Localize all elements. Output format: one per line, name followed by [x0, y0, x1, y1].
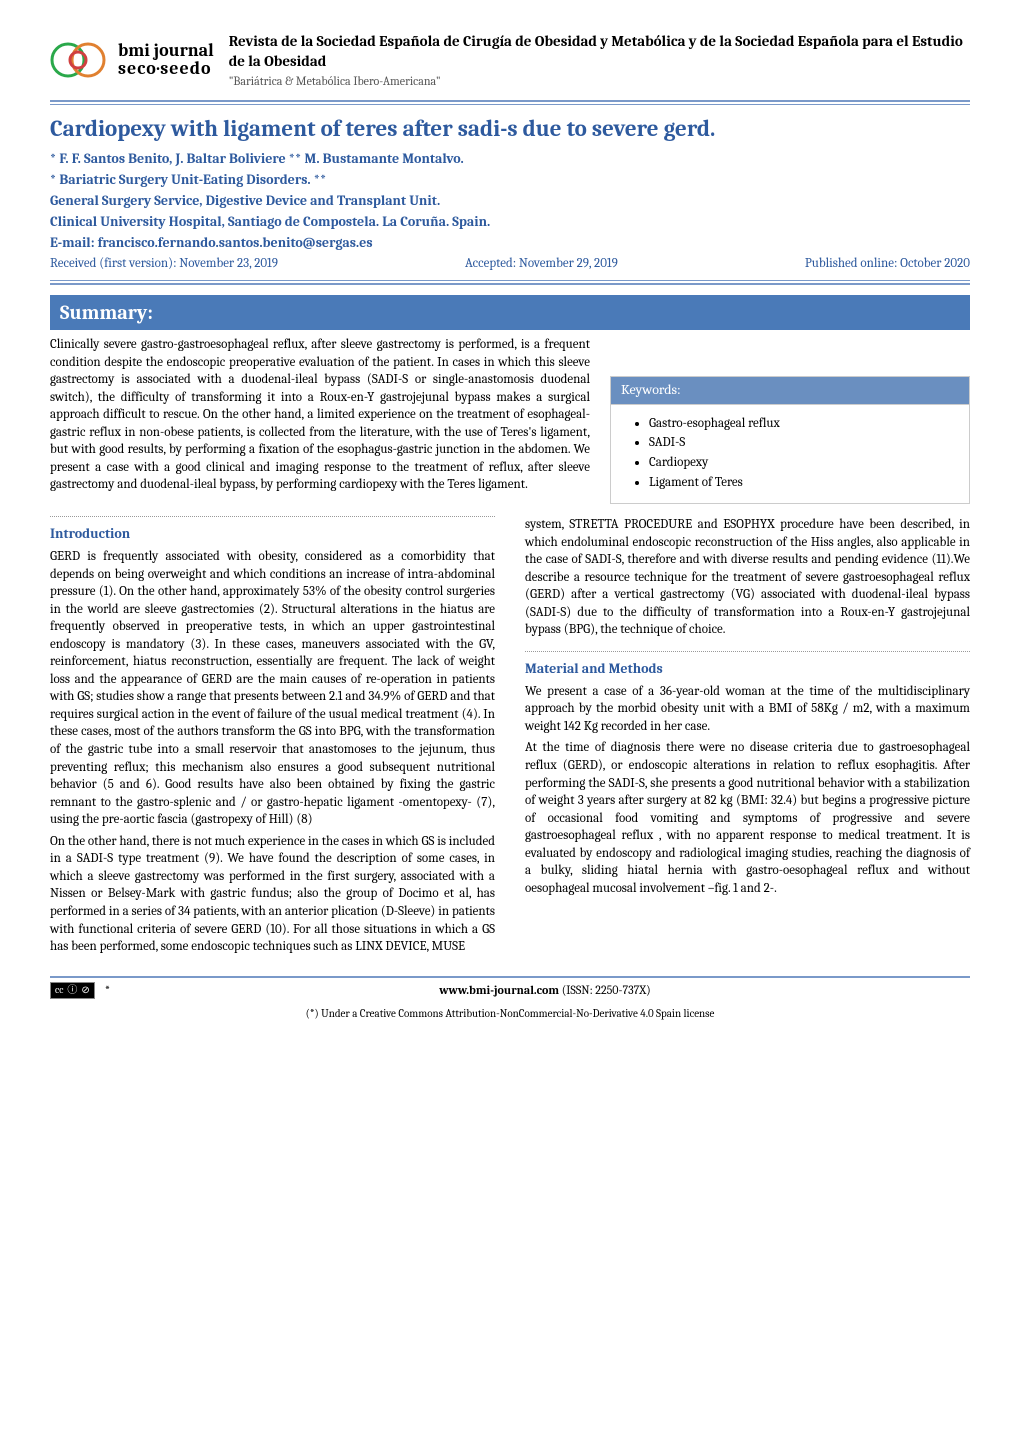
introduction-continuation: system, STRETTA PROCEDURE and ESOPHYX pr… — [525, 516, 970, 639]
keywords-heading-bar: Keywords: — [610, 376, 970, 405]
footer-row: cc ⓘ ⊘ * www.bmi-journal.com (ISSN: 2250… — [50, 982, 970, 1000]
keywords-list: Gastro-esophageal reflux SADI-S Cardiope… — [631, 415, 949, 491]
body-two-columns: Introduction GERD is frequently associat… — [50, 516, 970, 955]
journal-header: bmi journal seco·seedo Revista de la Soc… — [50, 30, 970, 90]
footer-center: www.bmi-journal.com (ISSN: 2250-737X) — [120, 982, 970, 998]
abstract-keywords-row: Clinically severe gastro-gastroesophagea… — [50, 336, 970, 504]
publication-dates-row: Received (first version): November 23, 2… — [50, 255, 970, 273]
keywords-column: Keywords: Gastro-esophageal reflux SADI-… — [610, 336, 970, 504]
abstract-text: Clinically severe gastro-gastroesophagea… — [50, 336, 590, 504]
materials-body-2: At the time of diagnosis there were no d… — [525, 739, 970, 897]
materials-heading: Material and Methods — [525, 660, 970, 679]
keyword-item: SADI-S — [649, 434, 949, 452]
column-left: Introduction GERD is frequently associat… — [50, 516, 495, 955]
license-text: (*) Under a Creative Commons Attribution… — [50, 1007, 970, 1022]
footnote-asterisk: * — [105, 982, 110, 998]
keywords-box: Gastro-esophageal reflux SADI-S Cardiope… — [610, 405, 970, 504]
received-date: Received (first version): November 23, 2… — [50, 255, 278, 273]
authors-line: * F. F. Santos Benito, J. Baltar Bolivie… — [50, 150, 970, 169]
introduction-body-2: On the other hand, there is not much exp… — [50, 833, 495, 956]
journal-subtitle: "Bariátrica & Metabólica Ibero-Americana… — [229, 73, 970, 89]
divider-top — [50, 100, 970, 105]
accepted-date: Accepted: November 29, 2019 — [465, 255, 618, 273]
keyword-item: Ligament of Teres — [649, 474, 949, 492]
keyword-item: Cardiopexy — [649, 454, 949, 472]
summary-heading-bar: Summary: — [50, 295, 970, 330]
issn: (ISSN: 2250-737X) — [559, 983, 651, 997]
corresponding-email: E-mail: francisco.fernando.santos.benito… — [50, 234, 970, 253]
logo-text: bmi journal seco·seedo — [118, 42, 214, 78]
article-title: Cardiopexy with ligament of teres after … — [50, 113, 970, 144]
logo-line2: seco·seedo — [118, 60, 214, 78]
journal-logo-icon — [50, 30, 110, 90]
cc-license-icon: cc ⓘ ⊘ — [50, 982, 95, 1000]
keyword-item: Gastro-esophageal reflux — [649, 415, 949, 433]
published-date: Published online: October 2020 — [805, 255, 970, 273]
materials-body-1: We present a case of a 36-year-old woman… — [525, 683, 970, 736]
affiliation-3: Clinical University Hospital, Santiago d… — [50, 213, 970, 232]
journal-title-block: Revista de la Sociedad Española de Cirug… — [229, 31, 970, 90]
dotted-divider — [50, 516, 495, 517]
footer-divider — [50, 976, 970, 978]
logo-block: bmi journal seco·seedo — [50, 30, 214, 90]
affiliation-2: General Surgery Service, Digestive Devic… — [50, 192, 970, 211]
introduction-body-1: GERD is frequently associated with obesi… — [50, 548, 495, 829]
journal-title: Revista de la Sociedad Española de Cirug… — [229, 31, 970, 72]
column-right: system, STRETTA PROCEDURE and ESOPHYX pr… — [525, 516, 970, 955]
affiliation-1: * Bariatric Surgery Unit-Eating Disorder… — [50, 171, 970, 190]
divider-bottom — [50, 280, 970, 285]
dotted-divider — [525, 651, 970, 652]
introduction-heading: Introduction — [50, 525, 495, 544]
journal-url: www.bmi-journal.com — [439, 983, 559, 997]
